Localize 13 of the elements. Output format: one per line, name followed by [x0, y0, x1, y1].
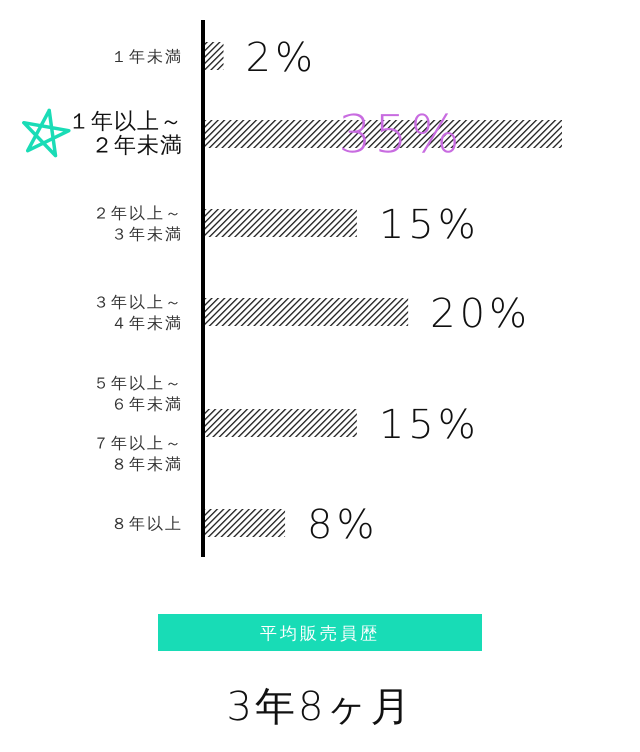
- text: 平均販売員歴: [260, 624, 380, 644]
- y-tick-label: ２年以上～３年未満: [93, 203, 183, 244]
- y-tick-label: １年以上～２年未満: [68, 110, 183, 159]
- category-label: ５年以上～６年未満７年以上～８年未満: [93, 373, 183, 474]
- y-tick-label: ３年以上～４年未満: [93, 292, 183, 332]
- data-label: 8%: [307, 502, 379, 548]
- text: 3年8ヶ月: [226, 684, 414, 730]
- data-label: 2%: [246, 35, 317, 81]
- data-label: 15%: [378, 202, 480, 248]
- y-tick-label: １年未満: [111, 46, 183, 66]
- y-tick-label: ８年以上: [111, 514, 183, 533]
- data-label: 20%: [430, 291, 532, 337]
- data-label: 15%: [378, 402, 480, 448]
